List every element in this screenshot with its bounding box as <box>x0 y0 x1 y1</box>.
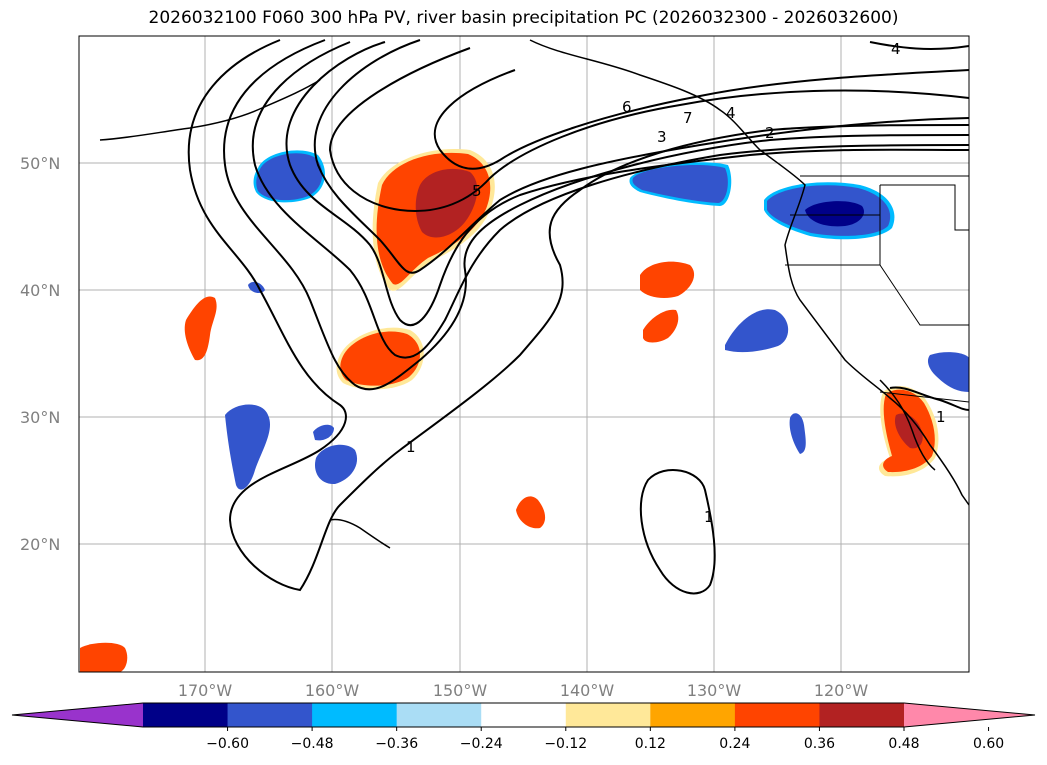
colorbar-segment <box>734 703 820 727</box>
negative-anomaly-blob <box>632 164 728 203</box>
negative-anomaly-blob <box>256 153 323 201</box>
pv-contour-1-baja <box>889 386 969 411</box>
colorbar-tick-label: −0.24 <box>460 736 503 752</box>
contour-label: 1 <box>406 438 416 456</box>
contour-label: 1 <box>704 508 714 526</box>
lat-label: 50°N <box>20 154 60 173</box>
pv-contour-7 <box>433 69 969 170</box>
colorbar-tick-label: −0.60 <box>206 736 249 752</box>
positive-anomaly-blob <box>340 331 421 386</box>
contour-label: 3 <box>657 128 667 146</box>
map-frame <box>78 35 970 673</box>
positive-anomaly-blob <box>184 296 217 361</box>
colorbar: −0.60 −0.48 −0.36 −0.24 −0.12 0.12 0.24 0.36 0.4… <box>11 702 1036 752</box>
colorbar-tick-label: 0.12 <box>635 736 666 752</box>
negative-anomaly-blob <box>313 424 334 441</box>
contour-label: 4 <box>891 40 901 58</box>
positive-anomaly-blob <box>516 496 546 529</box>
state-border-nv <box>879 185 969 326</box>
pv-contour-3 <box>251 41 969 359</box>
colorbar-segment <box>650 703 736 727</box>
pv-contour-north <box>869 41 969 50</box>
latitude-labels: 50°N 40°N 30°N 20°N <box>20 154 60 554</box>
contour-label: 2 <box>765 124 775 142</box>
state-borders <box>785 175 969 403</box>
lon-label: 160°W <box>305 681 360 700</box>
colorbar-tick-label: −0.12 <box>544 736 587 752</box>
positive-anomaly-blob <box>80 642 128 672</box>
lon-label: 170°W <box>178 681 233 700</box>
pv-contour-5 <box>313 39 969 274</box>
lat-label: 20°N <box>20 535 60 554</box>
negative-anomaly-blob <box>927 352 969 392</box>
colorbar-tick-label: 0.60 <box>973 736 1004 752</box>
colorbar-tick-label: 0.24 <box>719 736 750 752</box>
pv-contours <box>187 39 969 595</box>
pv-contour-2 <box>223 39 969 391</box>
hawaii-islands <box>329 518 391 549</box>
lat-label: 30°N <box>20 408 60 427</box>
colorbar-outline <box>11 702 1036 728</box>
colorbar-extend-min <box>12 703 143 727</box>
positive-anomaly-blob <box>640 261 695 298</box>
contour-label: 7 <box>683 109 693 127</box>
pv-contour-6 <box>328 47 969 212</box>
map-plot-area <box>79 36 969 672</box>
negative-anomaly-blob <box>314 444 358 485</box>
lon-label: 140°W <box>560 681 615 700</box>
colorbar-segment <box>143 703 229 727</box>
colorbar-segment <box>819 703 905 727</box>
colorbar-segment <box>565 703 651 727</box>
positive-anomaly-blob <box>643 309 679 343</box>
colorbar-segment <box>227 703 313 727</box>
pv-contour-4 <box>285 41 969 327</box>
negative-anomaly-blob <box>789 413 806 454</box>
colorbar-tick-label: 0.48 <box>888 736 919 752</box>
lon-label: 120°W <box>814 681 869 700</box>
state-border-id <box>880 184 969 231</box>
lon-label: 130°W <box>687 681 742 700</box>
strong-positive-anomaly-blob <box>415 168 478 238</box>
contour-label: 1 <box>936 408 946 426</box>
contour-label: 5 <box>472 182 482 200</box>
colorbar-tick-label: −0.36 <box>375 736 418 752</box>
colorbar-tick-label: 0.36 <box>804 736 835 752</box>
aleutian-islands <box>99 79 321 141</box>
colorbar-segment <box>481 703 567 727</box>
colorbar-tick-label: −0.48 <box>291 736 334 752</box>
map-title: 2026032100 F060 300 hPa PV, river basin … <box>148 8 899 28</box>
pv-contour-1-south <box>639 468 716 595</box>
contour-label: 4 <box>726 104 736 122</box>
contour-label: 6 <box>622 98 632 116</box>
colorbar-extend-max <box>904 703 1035 727</box>
lon-label: 150°W <box>433 681 488 700</box>
strong-negative-anomaly-blob <box>805 201 865 227</box>
longitude-labels: 170°W 160°W 150°W 140°W 130°W 120°W <box>178 681 869 700</box>
colorbar-segment <box>312 703 398 727</box>
negative-anomaly-blob <box>225 404 271 490</box>
colorbar-segment <box>396 703 482 727</box>
negative-anomaly-blob <box>725 309 789 353</box>
us-mexico-border <box>879 391 969 403</box>
contour-labels: 1 1 1 2 3 4 4 5 6 7 <box>406 40 946 526</box>
lat-label: 40°N <box>20 281 60 300</box>
